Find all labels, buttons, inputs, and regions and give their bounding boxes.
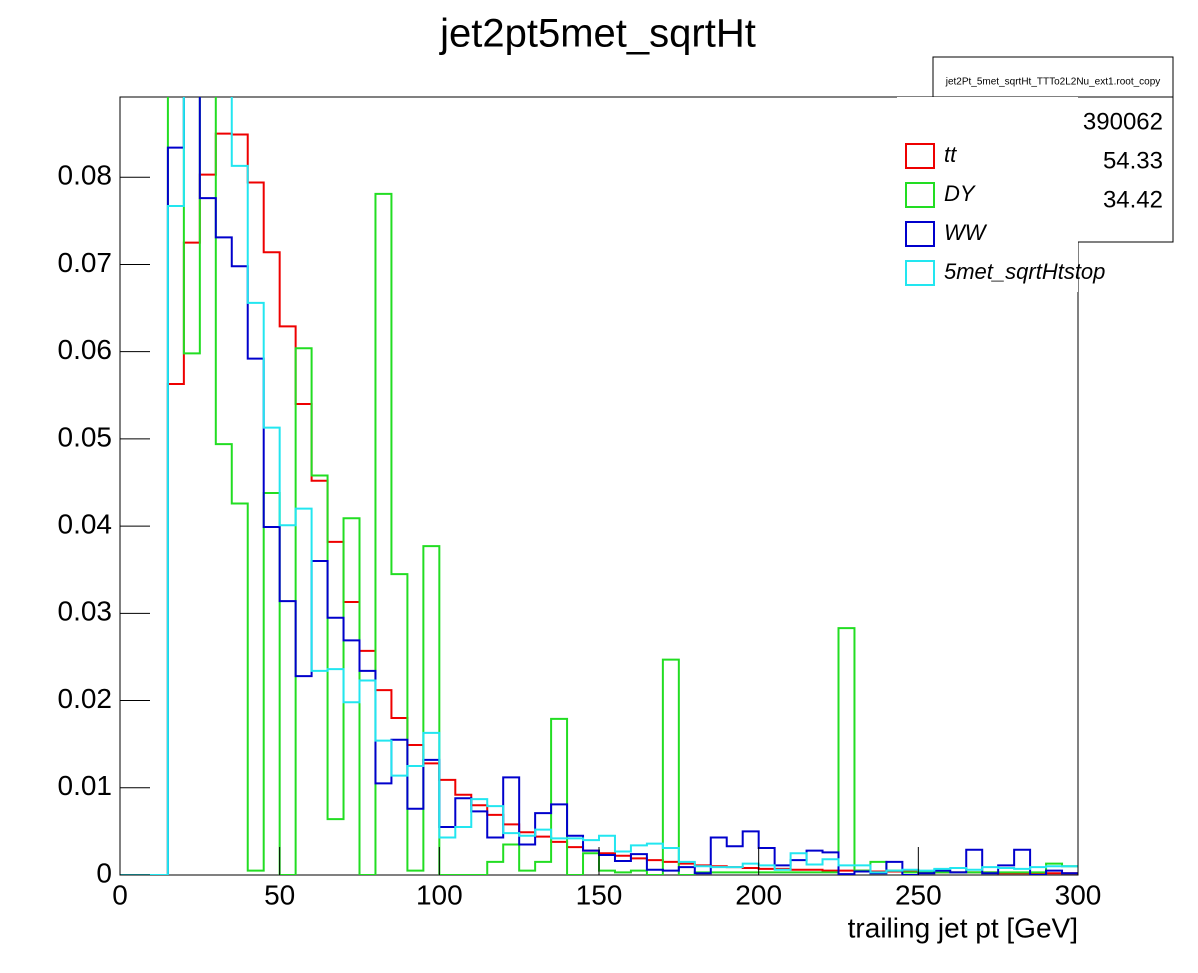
x-tick-label: 150 xyxy=(576,879,623,910)
y-tick-label: 0.03 xyxy=(58,596,113,627)
legend-swatch xyxy=(905,221,935,247)
y-tick-label: 0.08 xyxy=(58,160,113,191)
legend: tt DY WW 5met_sqrtHtstop xyxy=(897,97,1105,292)
x-tick-label: 300 xyxy=(1055,879,1102,910)
chart-title: jet2pt5met_sqrtHt xyxy=(439,12,756,56)
x-axis-title: trailing jet pt [GeV] xyxy=(848,912,1078,943)
stats-value: 390062 xyxy=(1083,108,1163,135)
legend-label: 5met_sqrtHtstop xyxy=(944,259,1105,284)
legend-swatch xyxy=(905,182,935,208)
stats-value: 54.33 xyxy=(1103,147,1163,174)
legend-label: DY xyxy=(944,181,976,206)
y-tick-label: 0.07 xyxy=(58,247,113,278)
legend-label: WW xyxy=(944,220,988,245)
legend-swatch xyxy=(905,260,935,286)
x-tick-label: 100 xyxy=(416,879,463,910)
y-tick-label: 0.02 xyxy=(58,683,113,714)
stats-value: 34.42 xyxy=(1103,186,1163,213)
y-tick-label: 0.05 xyxy=(58,421,113,452)
x-tick-label: 50 xyxy=(264,879,295,910)
x-tick-label: 0 xyxy=(112,879,128,910)
x-tick-label: 200 xyxy=(735,879,782,910)
legend-label: tt xyxy=(944,142,957,167)
legend-swatch xyxy=(905,143,935,169)
stats-title: jet2Pt_5met_sqrtHt_TTTo2L2Nu_ext1.root_c… xyxy=(945,77,1161,88)
legend-background xyxy=(897,97,1078,292)
y-tick-label: 0 xyxy=(96,857,112,888)
histograms xyxy=(120,97,1078,875)
y-tick-label: 0.04 xyxy=(58,509,113,540)
y-tick-label: 0.01 xyxy=(58,770,113,801)
histogram-line xyxy=(120,97,1078,875)
x-tick-label: 250 xyxy=(895,879,942,910)
y-tick-label: 0.06 xyxy=(58,334,113,365)
